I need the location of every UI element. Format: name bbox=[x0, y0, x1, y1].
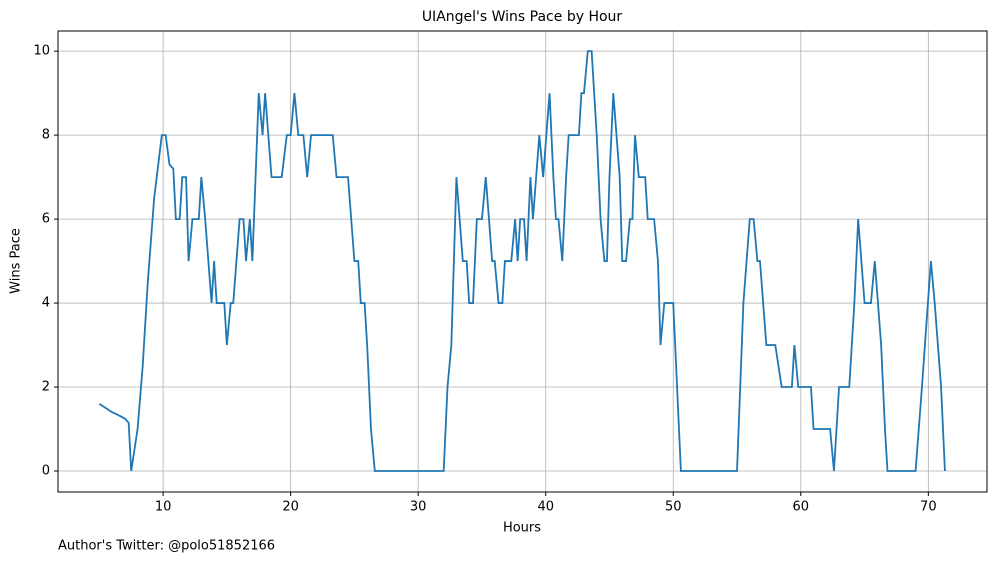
x-tick-label: 50 bbox=[665, 500, 682, 515]
plot-frame bbox=[57, 30, 988, 493]
y-tick-label: 0 bbox=[42, 464, 50, 479]
x-tick-label: 40 bbox=[537, 500, 554, 515]
x-tick-label: 10 bbox=[155, 500, 172, 515]
y-axis-label: Wins Pace bbox=[9, 228, 24, 294]
y-tick-label: 6 bbox=[42, 212, 50, 227]
footnote: Author's Twitter: @polo51852166 bbox=[58, 539, 275, 554]
x-tick-label: 70 bbox=[920, 500, 937, 515]
y-tick-label: 8 bbox=[42, 128, 50, 143]
chart-title: UIAngel's Wins Pace by Hour bbox=[422, 9, 623, 25]
x-tick-label: 60 bbox=[793, 500, 810, 515]
x-tick-label: 30 bbox=[410, 500, 427, 515]
y-tick-label: 4 bbox=[42, 296, 50, 311]
y-tick-label: 2 bbox=[42, 380, 50, 395]
x-axis-label: Hours bbox=[503, 521, 541, 536]
x-tick-label: 20 bbox=[282, 500, 299, 515]
y-tick-label: 10 bbox=[33, 44, 50, 59]
line bbox=[98, 50, 946, 472]
